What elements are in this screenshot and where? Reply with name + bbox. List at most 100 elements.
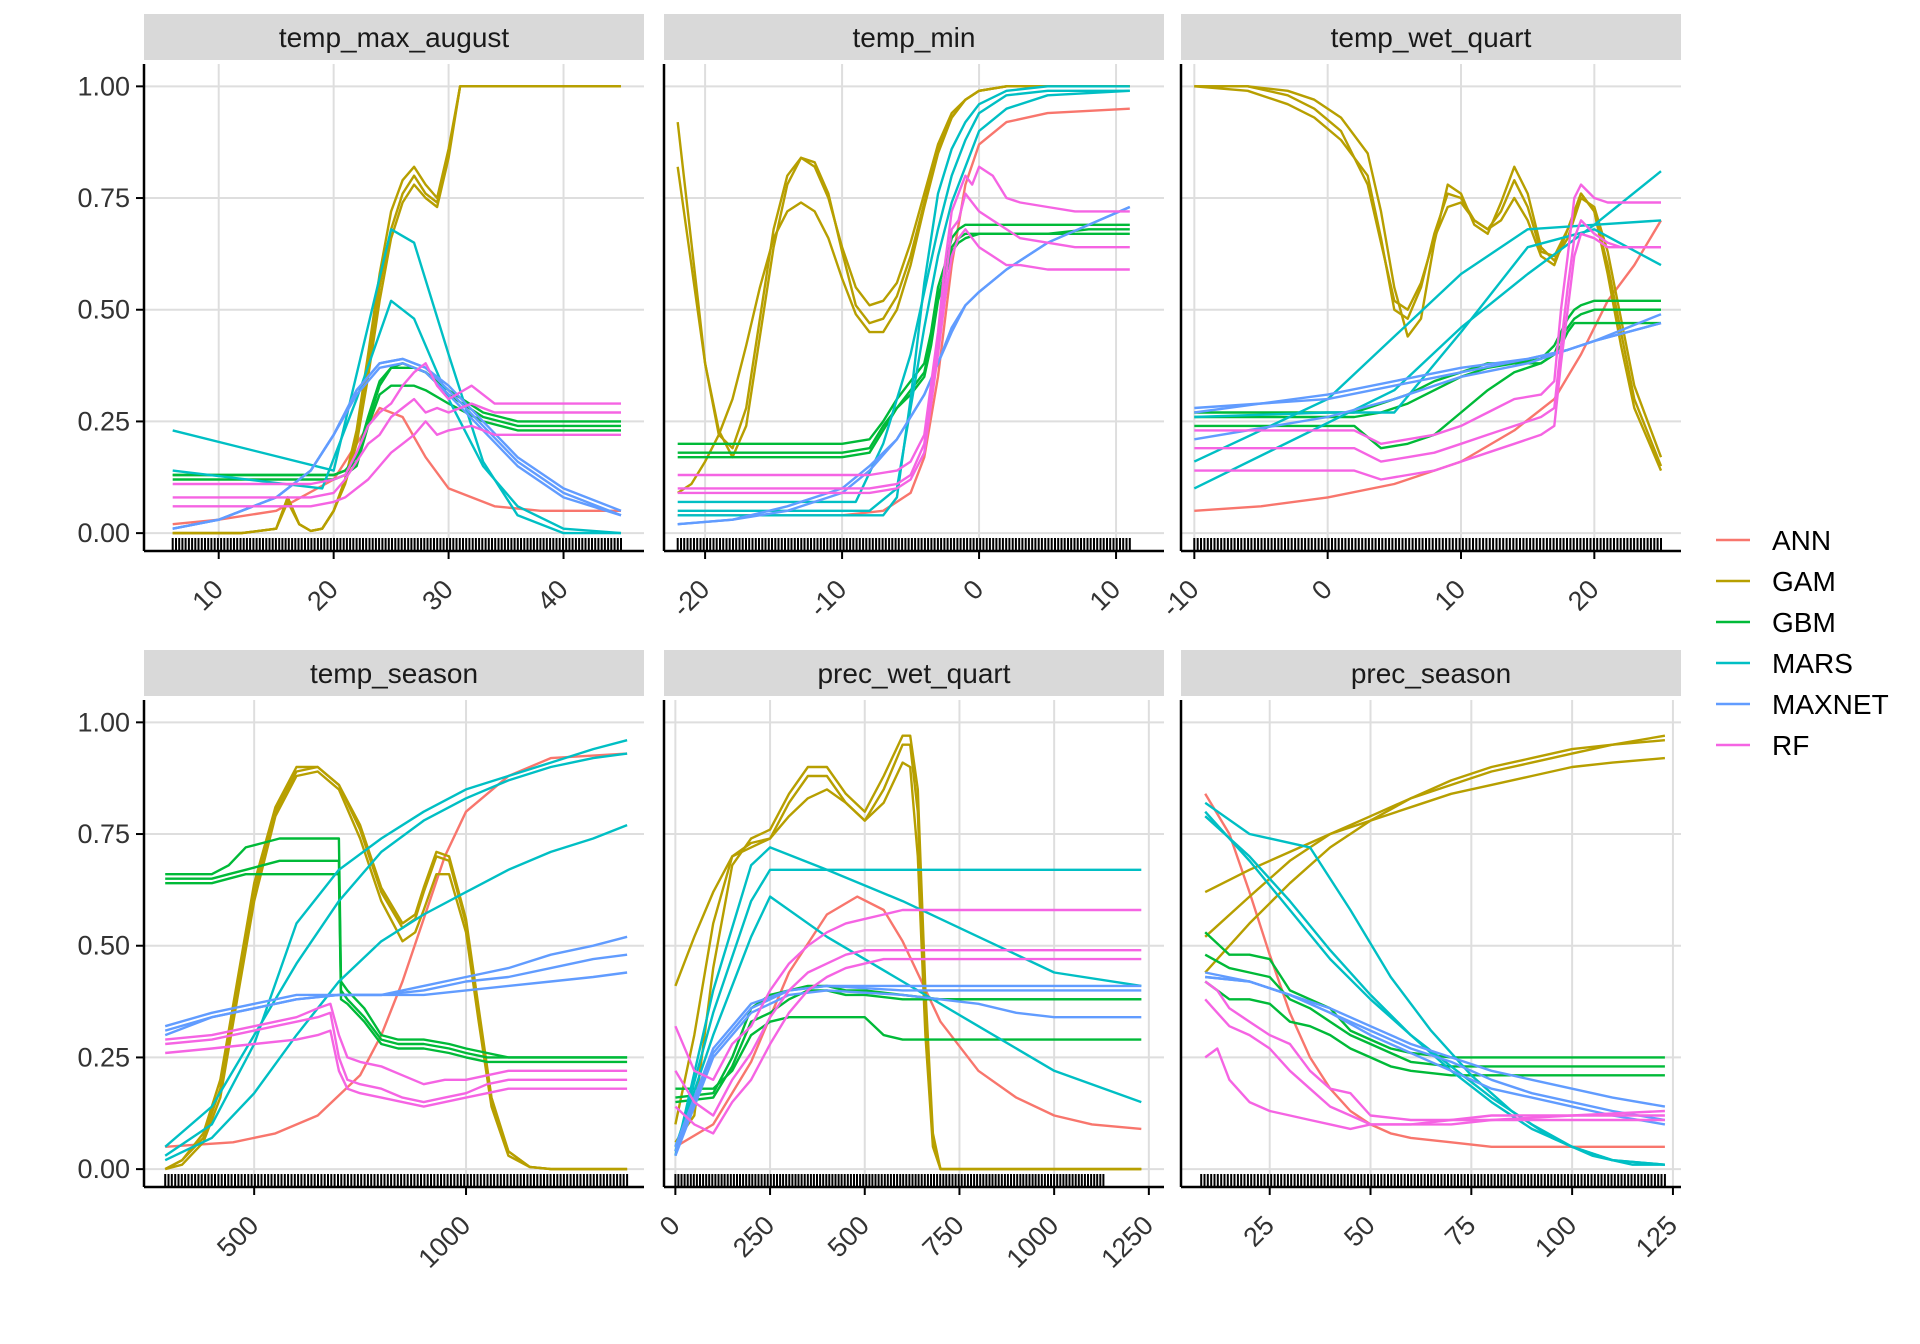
series-line-rf	[1204, 980, 1665, 1122]
series-line-gam	[1194, 85, 1663, 472]
series-line-rf	[1194, 232, 1661, 481]
series-line-maxnet	[1205, 975, 1666, 1108]
series-line-mars	[172, 299, 622, 535]
series-line-gbm	[1194, 299, 1661, 414]
series-line-mars	[1193, 170, 1662, 490]
legend-item-maxnet: MAXNET	[1716, 689, 1889, 720]
series-line-gam	[676, 85, 1130, 450]
series-line-rf	[677, 192, 1130, 490]
series-line-maxnet	[677, 205, 1131, 526]
legend-item-ann: ANN	[1716, 525, 1831, 556]
series-line-mars	[674, 846, 1142, 1156]
series-line-rf	[1194, 183, 1661, 445]
series-line-rf	[165, 1029, 628, 1108]
series-line-rf	[1194, 219, 1661, 463]
x-tick-label: -10	[1156, 574, 1205, 623]
facet-strip	[144, 14, 644, 60]
rug-marks	[676, 538, 1131, 551]
series-line-mars	[1194, 228, 1662, 419]
series-lines	[674, 734, 1142, 1171]
facet-panel-temp_min: temp_min -20 -10 0 10	[662, 14, 1164, 623]
series-line-maxnet	[164, 971, 628, 1032]
series-line-rf	[674, 949, 1142, 1117]
legend-label: MARS	[1772, 648, 1853, 679]
facet-title: temp_max_august	[279, 22, 510, 53]
x-tick-label: 75	[1439, 1210, 1481, 1252]
x-tick-label: 1250	[1095, 1210, 1159, 1274]
series-line-maxnet	[172, 357, 622, 530]
legend-label: GAM	[1772, 566, 1836, 597]
x-tick-label: 500	[822, 1210, 875, 1263]
series-line-gbm	[1194, 308, 1661, 419]
series-line-rf	[674, 908, 1142, 1082]
facet-panel-prec_wet_quart: prec_wet_quart 0 250 500 750 1000 1250	[654, 650, 1164, 1274]
series-line-rf	[677, 165, 1130, 477]
series-line-rf	[165, 1002, 628, 1086]
series-line-gbm	[165, 873, 628, 1064]
series-line-mars	[677, 89, 1130, 504]
x-tick-label: 500	[211, 1210, 264, 1263]
series-line-rf	[172, 362, 621, 486]
facet-title: prec_season	[1351, 658, 1511, 689]
legend-label: ANN	[1772, 525, 1831, 556]
series-line-gbm	[1194, 321, 1661, 450]
series-line-mars	[677, 85, 1130, 517]
x-tick-label: 750	[917, 1210, 970, 1263]
series-line-mars	[164, 823, 628, 1162]
rug-mark-group	[171, 538, 622, 551]
series-line-gam	[1204, 756, 1666, 894]
facet-title: temp_wet_quart	[1331, 22, 1532, 53]
facet-panel-temp_season: temp_season 500 1000 0.00 0.25 0.50 0.75 1.00	[77, 650, 644, 1274]
series-line-gbm	[172, 384, 621, 481]
facet-panel-temp_wet_quart: temp_wet_quart -10 0 10 20	[1156, 14, 1681, 623]
facet-panel-temp_max_august: temp_max_august 10 20 30 40 0.00 0.25 0.50 0.75 1…	[77, 14, 644, 616]
rug-mark-group	[164, 1174, 629, 1187]
x-tick-label: 1000	[1001, 1210, 1065, 1274]
series-line-ann	[1194, 219, 1663, 512]
x-tick-label: 125	[1630, 1210, 1683, 1263]
series-line-gbm	[165, 859, 628, 1059]
x-tick-label: 100	[1529, 1210, 1582, 1263]
series-line-gam	[164, 770, 628, 1171]
legend-item-gbm: GBM	[1716, 607, 1836, 638]
facet-strip	[1181, 14, 1681, 60]
series-line-rf	[172, 420, 621, 508]
y-tick-label: 0.25	[77, 1042, 130, 1072]
series-line-gbm	[675, 1016, 1142, 1090]
grid-lines	[664, 64, 1164, 551]
series-line-mars	[674, 895, 1142, 1148]
x-tick-label: 30	[416, 574, 458, 616]
series-line-maxnet	[164, 935, 628, 1028]
series-lines	[676, 85, 1131, 526]
series-line-mars	[164, 739, 628, 1157]
legend-item-rf: RF	[1716, 730, 1809, 761]
series-line-maxnet	[674, 984, 1142, 1148]
rug-marks	[1193, 538, 1662, 551]
series-line-maxnet	[1194, 321, 1662, 410]
rug-marks	[1200, 1174, 1666, 1187]
y-tick-label: 0.00	[77, 518, 130, 548]
series-line-gam	[164, 765, 628, 1171]
x-tick-label: 0	[654, 1210, 686, 1242]
y-tick-label: 0.75	[77, 819, 130, 849]
facet-strip	[664, 650, 1164, 696]
rug-mark-group	[1200, 1174, 1666, 1187]
series-line-mars	[172, 228, 621, 535]
facet-title: temp_season	[310, 658, 478, 689]
series-line-maxnet	[172, 357, 622, 530]
legend-label: GBM	[1772, 607, 1836, 638]
facet-strip	[144, 650, 644, 696]
series-lines	[1193, 85, 1663, 512]
panels-layer: temp_max_august 10 20 30 40 0.00 0.25 0.50 0.75 1…	[77, 14, 1683, 1274]
series-line-gbm	[675, 984, 1142, 1099]
series-line-gam	[1204, 739, 1666, 974]
y-tick-label: 1.00	[77, 707, 130, 737]
y-tick-label: 1.00	[77, 71, 130, 101]
series-lines	[164, 739, 628, 1171]
legend-label: MAXNET	[1772, 689, 1889, 720]
x-tick-label: 40	[531, 574, 573, 616]
grid-lines	[144, 64, 644, 551]
series-line-gbm	[165, 837, 628, 1059]
series-line-mars	[674, 868, 1142, 1152]
